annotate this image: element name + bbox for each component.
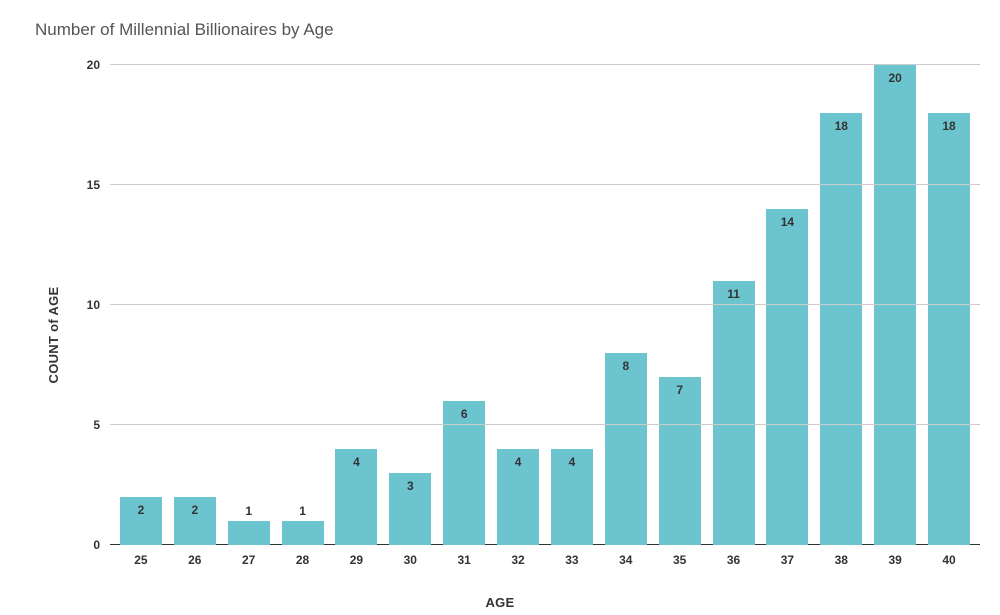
- bar: 7: [659, 377, 701, 545]
- bar-value-label: 11: [727, 287, 740, 301]
- bar-slot: 1838: [814, 65, 868, 545]
- bar-value-label: 3: [407, 479, 414, 493]
- x-tick-label: 29: [350, 545, 363, 567]
- gridline: [110, 184, 980, 185]
- bar-slot: 128: [276, 65, 330, 545]
- bars-group: 2252261271284293306314324338347351136143…: [110, 65, 980, 545]
- y-tick-label: 20: [87, 58, 110, 72]
- bar-slot: 330: [383, 65, 437, 545]
- bar-value-label: 1: [245, 504, 252, 521]
- bar-slot: 433: [545, 65, 599, 545]
- x-axis-label: AGE: [485, 595, 514, 610]
- bar: 11: [713, 281, 755, 545]
- bar-value-label: 7: [676, 383, 683, 397]
- plot-area: 2252261271284293306314324338347351136143…: [110, 65, 980, 545]
- bar-value-label: 2: [138, 503, 145, 517]
- bar-value-label: 18: [835, 119, 848, 133]
- x-tick-label: 32: [511, 545, 524, 567]
- x-tick-label: 36: [727, 545, 740, 567]
- y-tick-label: 10: [87, 298, 110, 312]
- x-tick-label: 40: [942, 545, 955, 567]
- bar-slot: 735: [653, 65, 707, 545]
- bar: 14: [766, 209, 808, 545]
- x-tick-label: 34: [619, 545, 632, 567]
- bar: 6: [443, 401, 485, 545]
- x-tick-label: 33: [565, 545, 578, 567]
- bar-value-label: 2: [191, 503, 198, 517]
- x-tick-label: 28: [296, 545, 309, 567]
- x-tick-label: 38: [835, 545, 848, 567]
- chart-title: Number of Millennial Billionaires by Age: [35, 20, 334, 40]
- bar-slot: 127: [222, 65, 276, 545]
- bar-value-label: 18: [942, 119, 955, 133]
- x-tick-label: 30: [404, 545, 417, 567]
- bar: 20: [874, 65, 916, 545]
- x-tick-label: 26: [188, 545, 201, 567]
- x-tick-label: 35: [673, 545, 686, 567]
- bar-value-label: 6: [461, 407, 468, 421]
- bar: 1: [282, 521, 324, 545]
- bar: 4: [497, 449, 539, 545]
- bar-value-label: 8: [622, 359, 629, 373]
- y-axis-label: COUNT of AGE: [46, 287, 61, 384]
- gridline: [110, 64, 980, 65]
- bar: 2: [174, 497, 216, 545]
- bar: 18: [820, 113, 862, 545]
- y-tick-label: 5: [93, 418, 110, 432]
- gridline: [110, 424, 980, 425]
- bar: 8: [605, 353, 647, 545]
- bar-slot: 1437: [761, 65, 815, 545]
- bar: 4: [335, 449, 377, 545]
- gridline: [110, 304, 980, 305]
- bar-slot: 631: [437, 65, 491, 545]
- bar-slot: 834: [599, 65, 653, 545]
- bar-slot: 1840: [922, 65, 976, 545]
- bar-value-label: 1: [299, 504, 306, 521]
- bar-value-label: 20: [888, 71, 901, 85]
- bar-value-label: 4: [515, 455, 522, 469]
- bar: 3: [389, 473, 431, 545]
- bar-value-label: 4: [353, 455, 360, 469]
- bar-slot: 2039: [868, 65, 922, 545]
- bar-slot: 429: [330, 65, 384, 545]
- chart-container: COUNT of AGE AGE 22522612712842933063143…: [0, 55, 1000, 615]
- y-tick-label: 0: [93, 538, 110, 552]
- bar: 18: [928, 113, 970, 545]
- x-tick-label: 25: [134, 545, 147, 567]
- x-tick-label: 39: [889, 545, 902, 567]
- x-tick-label: 27: [242, 545, 255, 567]
- x-tick-label: 31: [458, 545, 471, 567]
- x-tick-label: 37: [781, 545, 794, 567]
- bar-value-label: 14: [781, 215, 794, 229]
- bar-value-label: 4: [569, 455, 576, 469]
- bar-slot: 226: [168, 65, 222, 545]
- bar-slot: 432: [491, 65, 545, 545]
- y-tick-label: 15: [87, 178, 110, 192]
- bar: 4: [551, 449, 593, 545]
- bar-slot: 1136: [707, 65, 761, 545]
- bar-slot: 225: [114, 65, 168, 545]
- bar: 1: [228, 521, 270, 545]
- bar: 2: [120, 497, 162, 545]
